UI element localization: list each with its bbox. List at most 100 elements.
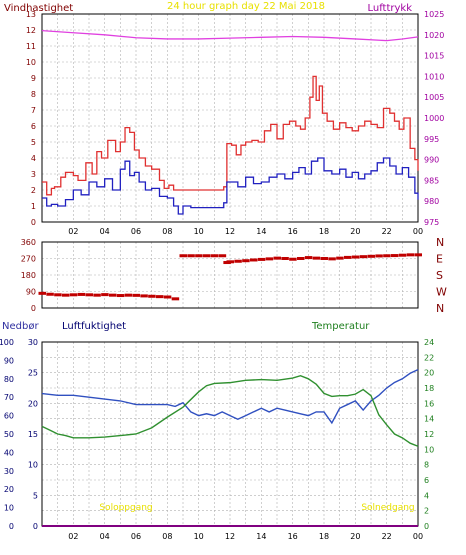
wind-direction-point [210, 254, 219, 258]
direction-degree-tick-label: 270 [21, 255, 36, 264]
rain-tick-label: 10 [4, 504, 14, 513]
wind-speed-tick-label: 6 [31, 122, 36, 131]
wind-speed-tick-label: 8 [31, 90, 36, 99]
compass-label: W [436, 286, 447, 299]
climate-x-axis: 02 04 06 08 10 12 14 16 18 20 22 00 [68, 532, 423, 541]
wind-direction-point [226, 260, 234, 264]
wind-speed-tick-label: 13 [26, 10, 36, 19]
temperature-tick-label: 10 [424, 445, 434, 454]
pressure-tick-label: 1020 [424, 31, 444, 40]
wind-direction-point [257, 257, 266, 261]
climate-x-tick-label: 20 [350, 532, 360, 541]
humidity-line [41, 368, 419, 425]
wind-direction-point [398, 253, 407, 257]
temperature-tick-label: 12 [424, 430, 434, 439]
sunrise-label: Soloppgang [99, 503, 152, 513]
climate-series-layer [41, 368, 419, 527]
wind-direction-point [77, 292, 86, 296]
pressure-line [41, 29, 419, 42]
direction-degree-axis: 0 90 180 270 360 [21, 238, 36, 313]
wind-speed-tick-label: 4 [31, 154, 36, 163]
humidity-tick-label: 30 [28, 338, 38, 347]
climate-x-tick-label: 18 [319, 532, 329, 541]
pressure-tick-label: 995 [424, 135, 439, 144]
temperature-tick-label: 22 [424, 353, 434, 362]
wind-direction-point [203, 254, 211, 258]
sunset-label: Solnedgang [361, 503, 414, 513]
climate-x-tick-label: 02 [68, 532, 78, 541]
wind-speed-tick-label: 10 [26, 58, 36, 67]
direction-series-layer [38, 253, 422, 301]
rain-tick-label: 30 [4, 467, 14, 476]
pressure-tick-label: 1015 [424, 52, 444, 61]
direction-degree-tick-label: 360 [21, 238, 36, 247]
wind-direction-point [250, 258, 258, 262]
climate-x-tick-label: 16 [288, 532, 298, 541]
wind-direction-point [304, 256, 313, 260]
pressure-axis: 975 980 985 990 995 1000 1005 1010 1015 1020 1025 [424, 10, 444, 227]
climate-x-tick-label: 04 [100, 532, 110, 541]
humidity-tick-label: 10 [28, 461, 38, 470]
wind-speed-tick-label: 9 [31, 74, 36, 83]
wind-direction-point [344, 255, 352, 259]
wind-speed-tick-label: 12 [26, 26, 36, 35]
wind-x-tick-label: 10 [194, 227, 204, 236]
compass-label: N [436, 236, 444, 249]
wind-speed-tick-label: 3 [31, 170, 36, 179]
climate-x-tick-label: 14 [256, 532, 266, 541]
wind-x-tick-label: 04 [100, 227, 110, 236]
wind-gust-line [42, 75, 419, 196]
rain-axis: 0 10 20 30 40 50 60 70 80 90 100 [0, 338, 14, 531]
rain-title: Nedbør [2, 321, 39, 332]
wind-series-layer [41, 29, 419, 215]
pressure-tick-label: 980 [424, 197, 439, 206]
wind-direction-point [195, 254, 203, 258]
wind-direction-point [414, 253, 422, 257]
pressure-tick-label: 1005 [424, 93, 444, 102]
humidity-title: Luftfuktighet [62, 321, 126, 332]
wind-x-tick-label: 22 [382, 227, 392, 236]
wind-x-axis: 02 04 06 08 10 12 14 16 18 20 22 00 [68, 227, 423, 236]
direction-degree-tick-label: 0 [31, 304, 36, 313]
wind-x-tick-label: 20 [350, 227, 360, 236]
temperature-tick-label: 18 [424, 384, 434, 393]
temperature-tick-label: 16 [424, 399, 434, 408]
compass-label: N [436, 302, 444, 315]
wind-direction-point [406, 253, 415, 257]
humidity-tick-label: 25 [28, 369, 38, 378]
wind-direction-point [46, 292, 54, 296]
rain-tick-label: 60 [4, 412, 14, 421]
temperature-title: Temperatur [311, 321, 370, 332]
wind-direction-point [336, 256, 344, 260]
temperature-tick-label: 8 [424, 461, 429, 470]
humidity-tick-label: 20 [28, 399, 38, 408]
climate-x-tick-label: 08 [162, 532, 172, 541]
direction-degree-tick-label: 90 [26, 288, 36, 297]
wind-direction-point [171, 297, 180, 301]
wind-direction-point [101, 293, 109, 297]
wind-direction-point [163, 295, 172, 299]
pressure-tick-label: 1010 [424, 72, 444, 81]
rain-tick-label: 0 [9, 522, 14, 531]
wind-direction-point [351, 255, 360, 259]
direction-panel-frame [41, 241, 419, 309]
pressure-tick-label: 985 [424, 176, 439, 185]
wind-direction-point [359, 255, 368, 259]
wind-direction-point [38, 291, 46, 295]
pressure-tick-label: 1000 [424, 114, 444, 123]
wind-speed-tick-label: 11 [26, 42, 36, 51]
pressure-tick-label: 975 [424, 218, 439, 227]
wind-direction-point [367, 254, 375, 258]
wind-direction-point [265, 257, 274, 261]
temperature-tick-label: 20 [424, 369, 434, 378]
temperature-tick-label: 2 [424, 507, 429, 516]
wind-direction-point [148, 294, 156, 298]
wind-speed-tick-label: 5 [31, 138, 36, 147]
wind-direction-point [54, 293, 62, 297]
pressure-title: Lufttrykk [367, 3, 412, 14]
climate-x-tick-label: 06 [131, 532, 141, 541]
